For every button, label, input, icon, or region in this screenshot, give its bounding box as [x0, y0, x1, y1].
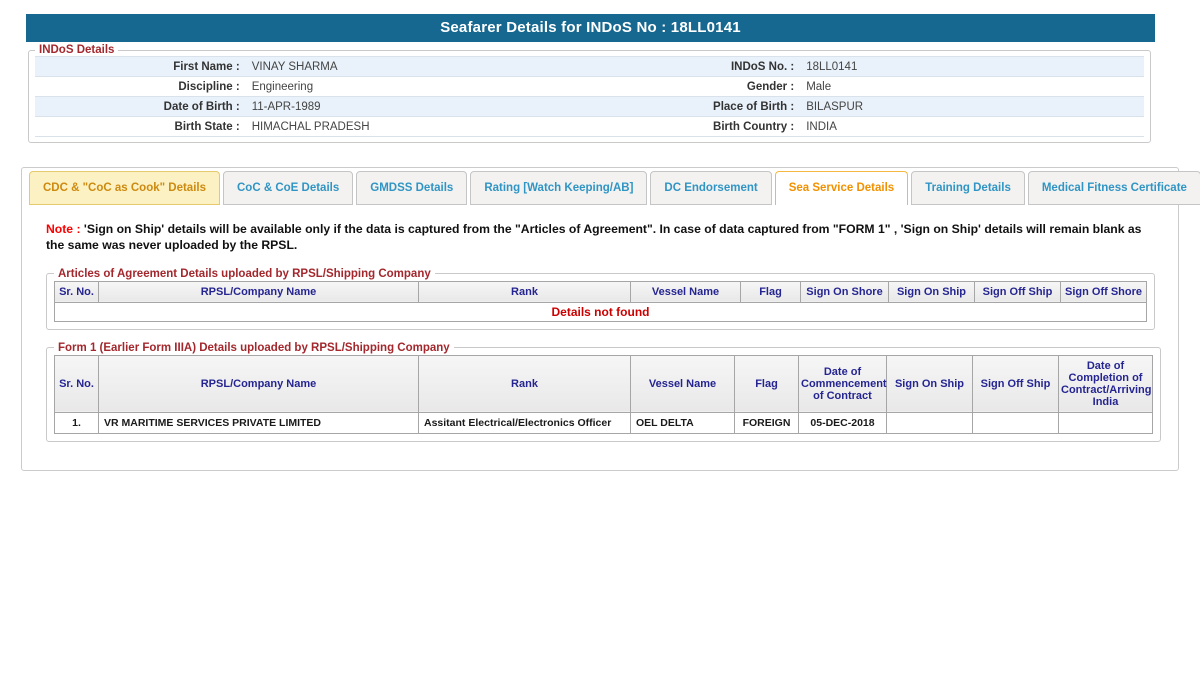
tab-rating-watch-keeping-ab[interactable]: Rating [Watch Keeping/AB]	[470, 171, 648, 205]
rank-cell: Assitant Electrical/Electronics Officer	[418, 411, 631, 434]
indos-row: Birth State : HIMACHAL PRADESH Birth Cou…	[35, 116, 1144, 137]
column-header: Flag	[740, 280, 801, 303]
column-header: Vessel Name	[630, 280, 741, 303]
tab-bar: CDC & "CoC as Cook" Details CoC & CoE De…	[22, 168, 1200, 205]
company-name-cell: VR MARITIME SERVICES PRIVATE LIMITED	[98, 411, 419, 434]
column-header: Sign Off Ship	[972, 354, 1059, 413]
tab-sea-service-details[interactable]: Sea Service Details	[774, 171, 909, 205]
note: Note : 'Sign on Ship' details will be av…	[46, 221, 1154, 254]
field-value: BILASPUR	[800, 96, 1144, 117]
indos-details-section: INDoS Details First Name : VINAY SHARMA …	[28, 44, 1151, 143]
field-value: 11-APR-1989	[245, 96, 596, 117]
field-value: INDIA	[800, 116, 1144, 137]
field-label: INDoS No. :	[595, 56, 801, 77]
column-header: Sign On Shore	[800, 280, 889, 303]
sr-no-cell: 1.	[54, 411, 99, 434]
column-header: RPSL/Company Name	[98, 280, 419, 303]
vessel-name-cell: OEL DELTA	[630, 411, 735, 434]
tab-cdc-coc-as-cook-details[interactable]: CDC & "CoC as Cook" Details	[29, 171, 220, 205]
field-label: Discipline :	[35, 76, 246, 97]
table-header-row: Sr. No. RPSL/Company Name Rank Vessel Na…	[54, 354, 1153, 413]
column-header: Sign On Ship	[888, 280, 975, 303]
indos-details-table: First Name : VINAY SHARMA INDoS No. : 18…	[35, 56, 1144, 137]
table-header-row: Sr. No. RPSL/Company Name Rank Vessel Na…	[54, 280, 1147, 303]
indos-row: Date of Birth : 11-APR-1989 Place of Bir…	[35, 96, 1144, 117]
field-label: Place of Birth :	[595, 96, 801, 117]
note-text: 'Sign on Ship' details will be available…	[46, 222, 1142, 253]
commencement-date-cell: 05-DEC-2018	[798, 411, 887, 434]
column-header: Rank	[418, 280, 631, 303]
column-header: Sign Off Ship	[974, 280, 1061, 303]
form1-details-section: Form 1 (Earlier Form IIIA) Details uploa…	[46, 341, 1161, 442]
tab-training-details[interactable]: Training Details	[911, 171, 1025, 205]
tab-gmdss-details[interactable]: GMDSS Details	[356, 171, 468, 205]
empty-result-row: Details not found	[54, 301, 1147, 322]
indos-row: Discipline : Engineering Gender : Male	[35, 76, 1144, 97]
column-header: Sign Off Shore	[1060, 280, 1147, 303]
page-title: Seafarer Details for INDoS No : 18LL0141	[26, 14, 1155, 42]
column-header: Vessel Name	[630, 354, 735, 413]
tab-coc-coe-details[interactable]: CoC & CoE Details	[223, 171, 354, 205]
details-not-found-message: Details not found	[54, 301, 1147, 322]
articles-of-agreement-table: Sr. No. RPSL/Company Name Rank Vessel Na…	[54, 280, 1147, 322]
sign-off-ship-cell	[972, 411, 1059, 434]
column-header: Sr. No.	[54, 354, 99, 413]
column-header: Flag	[734, 354, 799, 413]
flag-cell: FOREIGN	[734, 411, 799, 434]
field-value: 18LL0141	[800, 56, 1144, 77]
indos-details-legend: INDoS Details	[39, 44, 115, 56]
field-label: Birth State :	[35, 116, 246, 137]
completion-date-cell	[1058, 411, 1153, 434]
form1-details-legend: Form 1 (Earlier Form IIIA) Details uploa…	[58, 341, 450, 354]
tab-medical-fitness-certificate[interactable]: Medical Fitness Certificate	[1027, 171, 1200, 205]
field-value: Engineering	[245, 76, 596, 97]
column-header: Date of Completion of Contract/Arriving …	[1058, 354, 1153, 413]
indos-row: First Name : VINAY SHARMA INDoS No. : 18…	[35, 56, 1144, 77]
table-row: 1. VR MARITIME SERVICES PRIVATE LIMITED …	[54, 411, 1153, 434]
column-header: RPSL/Company Name	[98, 354, 419, 413]
tab-dc-endorsement[interactable]: DC Endorsement	[650, 171, 772, 205]
field-label: First Name :	[35, 56, 246, 77]
field-label: Gender :	[595, 76, 801, 97]
column-header: Date of Commencement of Contract	[798, 354, 887, 413]
sign-on-ship-cell	[886, 411, 973, 434]
column-header: Sign On Ship	[886, 354, 973, 413]
articles-of-agreement-section: Articles of Agreement Details uploaded b…	[46, 267, 1155, 330]
note-label: Note :	[46, 222, 81, 236]
articles-of-agreement-legend: Articles of Agreement Details uploaded b…	[58, 267, 431, 280]
column-header: Sr. No.	[54, 280, 99, 303]
column-header: Rank	[418, 354, 631, 413]
field-value: HIMACHAL PRADESH	[245, 116, 596, 137]
field-label: Date of Birth :	[35, 96, 246, 117]
field-value: Male	[800, 76, 1144, 97]
form1-details-table: Sr. No. RPSL/Company Name Rank Vessel Na…	[54, 354, 1153, 434]
seafarer-tabs-widget: CDC & "CoC as Cook" Details CoC & CoE De…	[21, 167, 1200, 471]
sea-service-details-panel: Note : 'Sign on Ship' details will be av…	[22, 205, 1178, 470]
field-label: Birth Country :	[595, 116, 801, 137]
field-value: VINAY SHARMA	[245, 56, 596, 77]
